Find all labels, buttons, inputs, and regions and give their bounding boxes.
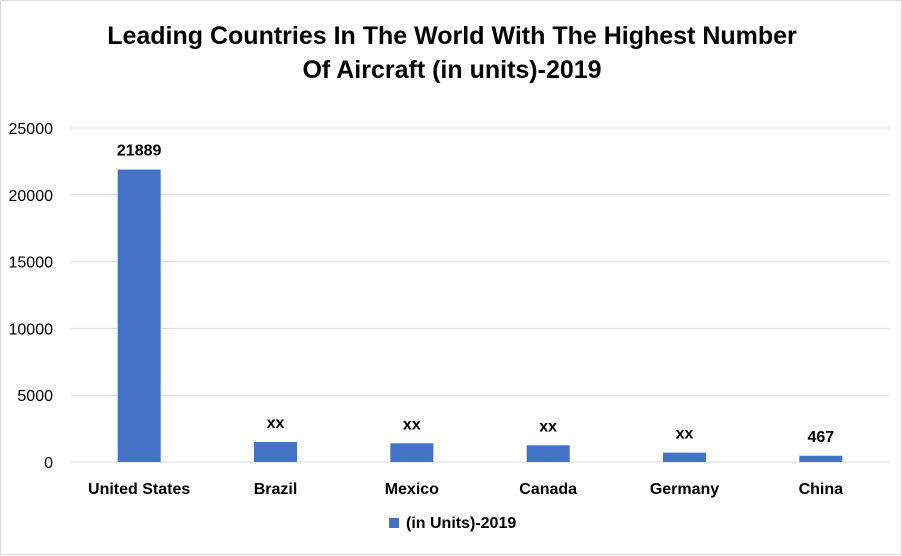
bar: [799, 455, 843, 462]
y-tick-label: 25000: [9, 121, 54, 138]
legend-swatch: [389, 518, 399, 528]
bar: [254, 441, 297, 462]
data-label: 467: [807, 429, 834, 446]
x-category-label: Canada: [519, 481, 577, 498]
legend-label: (in Units)-2019: [406, 515, 516, 532]
data-label: xx: [676, 426, 694, 443]
x-category-label: Germany: [650, 481, 719, 498]
chart-title-line-1: Leading Countries In The World With The …: [107, 22, 797, 50]
chart-title-line-2: Of Aircraft (in units)-2019: [302, 56, 602, 84]
y-tick-label: 15000: [9, 255, 54, 272]
data-label: 21889: [117, 143, 162, 160]
bar: [663, 452, 706, 462]
data-label: xx: [539, 418, 557, 435]
bar: [117, 169, 161, 462]
x-category-label: United States: [88, 481, 190, 498]
bar: [526, 445, 570, 462]
data-label: xx: [267, 415, 285, 432]
y-tick-label: 10000: [9, 321, 54, 338]
chart-title: Leading Countries In The World With The …: [1, 19, 902, 87]
data-label: xx: [403, 416, 421, 433]
x-category-label: Mexico: [385, 481, 439, 498]
x-category-label: Brazil: [254, 481, 298, 498]
bar: [390, 443, 434, 462]
x-category-label: China: [799, 481, 844, 498]
y-tick-label: 5000: [17, 388, 53, 405]
y-tick-label: 0: [44, 455, 53, 472]
y-tick-label: 20000: [9, 188, 54, 205]
